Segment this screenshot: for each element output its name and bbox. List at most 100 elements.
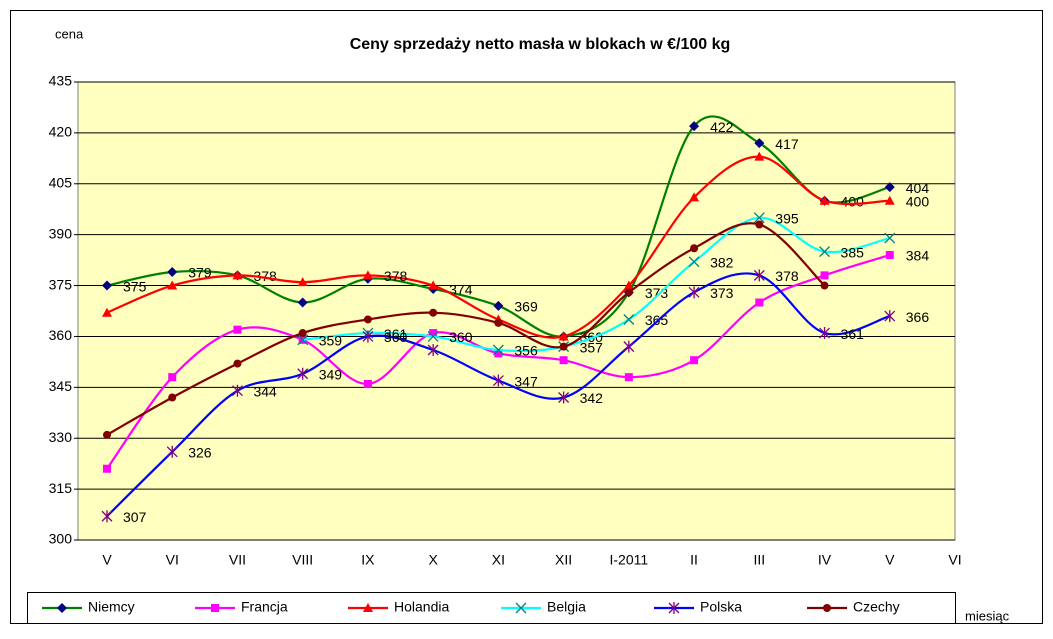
x-tick-label: III: [753, 552, 765, 568]
marker: [493, 300, 504, 311]
data-label: 360: [449, 329, 473, 345]
marker: [494, 349, 503, 358]
marker: [885, 251, 894, 260]
data-label: 373: [645, 285, 669, 301]
x-tick-label: VII: [229, 552, 246, 568]
marker: [755, 220, 764, 229]
marker: [753, 212, 765, 224]
marker: [167, 280, 178, 290]
marker: [232, 384, 243, 397]
data-label: 373: [710, 285, 734, 301]
marker: [623, 314, 635, 325]
data-label: 404: [906, 180, 930, 196]
data-label: 379: [188, 265, 212, 281]
marker: [688, 286, 700, 299]
marker: [57, 603, 67, 613]
plot-area: [77, 81, 956, 541]
y-tick-label: 300: [49, 531, 73, 547]
x-tick-label: V: [102, 552, 112, 568]
marker: [884, 182, 895, 193]
marker: [297, 297, 308, 308]
marker: [362, 330, 374, 343]
marker: [494, 318, 503, 327]
series-line: [106, 222, 826, 436]
y-tick-label: 360: [49, 327, 73, 343]
y-tick-label: 345: [49, 378, 73, 394]
legend-label: Niemcy: [88, 599, 135, 615]
marker: [166, 445, 178, 458]
x-tick-label: IV: [818, 552, 832, 568]
marker: [819, 246, 830, 258]
marker: [819, 195, 830, 205]
x-tick-label: XII: [555, 552, 572, 568]
data-label: 349: [319, 366, 343, 382]
marker: [689, 192, 700, 202]
x-tick-label: XI: [492, 552, 505, 568]
x-tick-label: IX: [361, 552, 375, 568]
marker: [819, 327, 830, 340]
marker: [363, 379, 372, 388]
marker: [103, 430, 111, 439]
marker: [820, 271, 829, 280]
data-label: 382: [710, 255, 734, 271]
marker: [101, 510, 113, 523]
marker: [427, 344, 439, 357]
data-label: 384: [906, 248, 930, 264]
marker: [755, 298, 764, 307]
marker: [297, 334, 309, 346]
data-label: 378: [253, 268, 277, 284]
data-label: 400: [841, 193, 865, 209]
marker: [232, 270, 243, 280]
marker: [690, 244, 699, 253]
legend-label: Polska: [700, 599, 742, 615]
data-label: 422: [710, 119, 734, 135]
marker: [298, 329, 307, 338]
data-label: 417: [775, 136, 799, 152]
y-tick-label: 330: [49, 429, 73, 445]
marker: [233, 325, 242, 334]
marker: [623, 340, 635, 353]
marker: [492, 374, 504, 387]
data-label: 361: [384, 326, 408, 342]
data-label: 359: [319, 333, 343, 349]
y-tick-label: 390: [49, 225, 73, 241]
marker: [623, 280, 634, 290]
marker: [428, 280, 439, 290]
marker: [668, 602, 680, 614]
data-label: 378: [775, 268, 799, 284]
data-label: 344: [253, 383, 277, 399]
data-label: 326: [188, 444, 212, 460]
y-tick-label: 375: [49, 276, 73, 292]
marker: [515, 602, 527, 614]
marker: [233, 359, 242, 368]
marker: [820, 281, 829, 290]
marker: [297, 277, 308, 287]
x-tick-label: V: [885, 552, 895, 568]
marker: [624, 288, 633, 297]
legend: [27, 592, 956, 624]
marker: [102, 307, 112, 317]
marker: [429, 329, 438, 338]
legend-label: Belgia: [547, 599, 586, 615]
marker: [690, 356, 699, 365]
x-tick-label: X: [428, 552, 438, 568]
marker: [168, 393, 177, 402]
y-axis-label: cena: [55, 26, 84, 41]
marker: [427, 330, 439, 342]
x-tick-label: I-2011: [610, 552, 649, 568]
marker: [363, 315, 372, 324]
marker: [884, 232, 896, 244]
data-label: 360: [384, 329, 408, 345]
data-label: 374: [449, 282, 473, 298]
data-label: 369: [514, 299, 538, 315]
marker: [168, 373, 177, 382]
marker: [363, 603, 373, 612]
marker: [754, 138, 765, 149]
marker: [559, 356, 568, 365]
marker: [362, 270, 373, 280]
marker: [558, 331, 569, 341]
marker: [297, 367, 309, 380]
marker: [688, 256, 700, 268]
marker: [558, 391, 570, 404]
x-axis-label: miesiąc: [965, 608, 1010, 623]
